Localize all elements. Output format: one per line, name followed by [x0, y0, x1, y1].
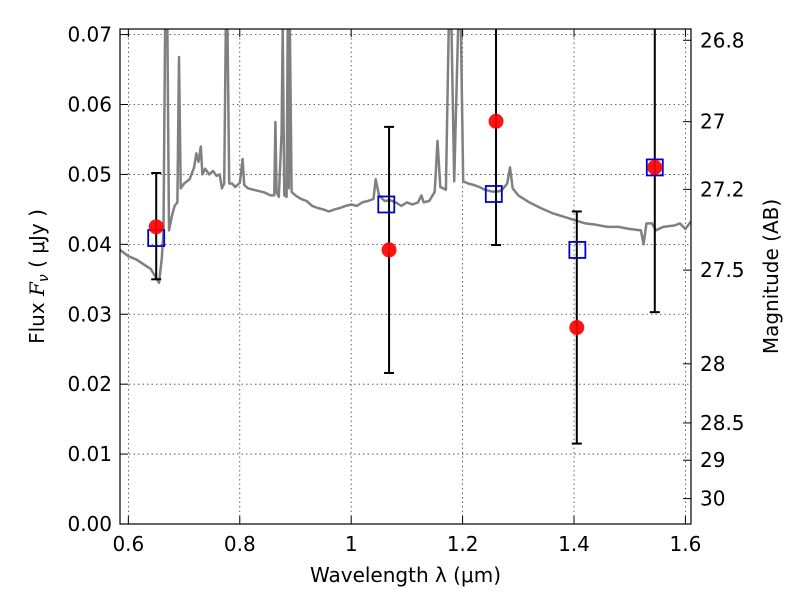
x-tick-label: 1.4 — [558, 532, 590, 556]
magnitude-axis-label: Magnitude (AB) — [759, 199, 783, 354]
x-tick-label: 1.6 — [670, 532, 702, 556]
model-photometry-point — [484, 185, 503, 203]
observed-photometry-point — [647, 159, 663, 175]
y-axis-label-prefix: Flux — [25, 296, 49, 344]
y-axis-label: Flux Fν ( μJy ) — [25, 209, 52, 344]
y-tick-label: 0.06 — [67, 93, 112, 117]
x-axis-label: Wavelength λ (μm) — [310, 563, 501, 587]
magnitude-tick-label: 30 — [700, 487, 725, 511]
observed-photometry-point — [569, 320, 585, 336]
y-axis-label-suffix: ( μJy ) — [25, 209, 49, 274]
y-tick-label: 0.03 — [67, 302, 112, 326]
x-tick-label: 1 — [345, 532, 358, 556]
observed-photometry-markers — [148, 113, 663, 336]
observed-photometry-point — [381, 242, 397, 258]
magnitude-tick-label: 27.2 — [700, 177, 745, 201]
x-tick-label: 1.2 — [447, 532, 479, 556]
magnitude-tick-label: 27.5 — [700, 258, 745, 282]
grid — [120, 29, 691, 524]
model-photometry-point — [568, 241, 587, 259]
y-tick-label: 0.02 — [67, 372, 112, 396]
y-axis-label-subscript: ν — [36, 274, 52, 282]
y-tick-label: 0.04 — [67, 232, 112, 256]
model-photometry-markers — [147, 158, 664, 259]
magnitude-axis-ticks: 26.8 27 27.2 27.5 28 28.5 29 30 — [683, 28, 745, 511]
magnitude-tick-label: 28 — [700, 352, 725, 376]
magnitude-tick-label: 27 — [700, 110, 725, 134]
magnitude-tick-label: 26.8 — [700, 28, 745, 52]
model-photometry-point — [645, 158, 664, 177]
observed-photometry-point — [148, 219, 164, 235]
y-axis-ticks: 0.00 0.01 0.02 0.03 0.04 0.05 0.06 0.07 — [67, 23, 128, 536]
observed-photometry-point — [488, 113, 504, 129]
y-tick-label: 0.00 — [67, 512, 112, 536]
plot-frame — [119, 28, 692, 525]
model-sed-line — [120, 29, 691, 285]
magnitude-tick-label: 29 — [700, 448, 725, 472]
x-axis-ticks: 0.6 0.8 1 1.2 1.4 1.6 — [112, 29, 701, 556]
model-photometry-point — [377, 195, 396, 214]
y-tick-label: 0.07 — [67, 23, 112, 47]
y-axis-label-symbol: F — [25, 281, 49, 297]
x-tick-label: 0.6 — [112, 532, 144, 556]
y-tick-label: 0.05 — [67, 162, 112, 186]
y-tick-label: 0.01 — [67, 442, 112, 466]
x-tick-label: 0.8 — [224, 532, 256, 556]
magnitude-tick-label: 28.5 — [700, 411, 745, 435]
